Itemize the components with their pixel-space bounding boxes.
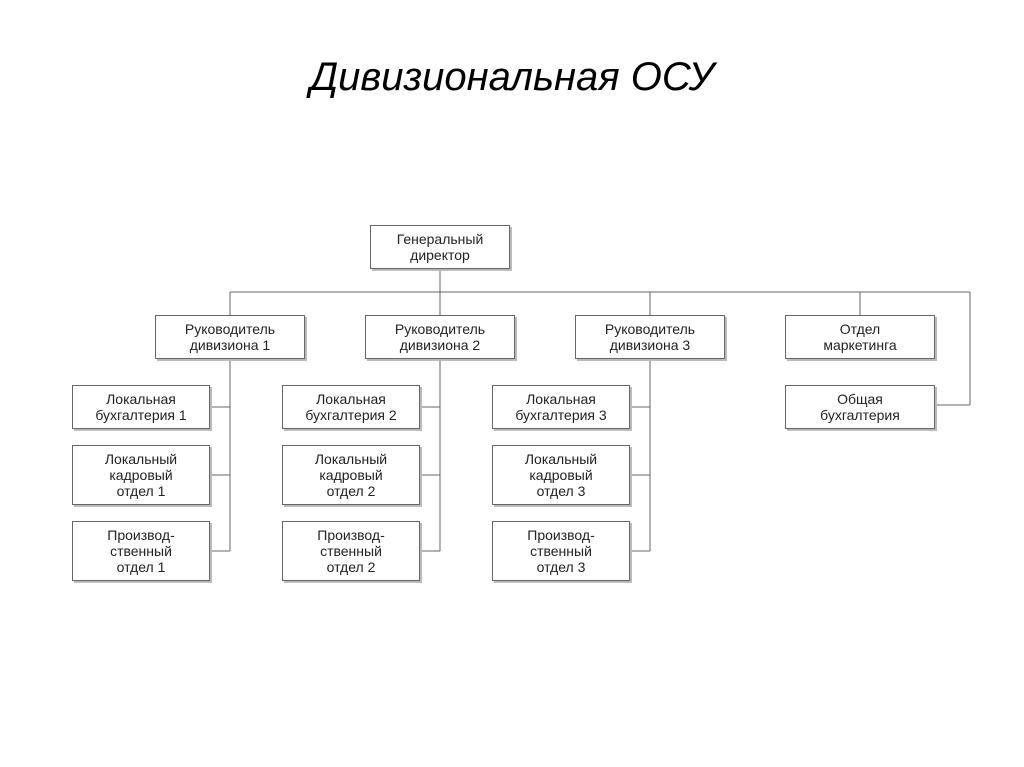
node-d3b: Локальныйкадровыйотдел 3 [492, 445, 630, 505]
node-d2c-label: Производ-ственныйотдел 2 [317, 527, 384, 575]
node-d1c: Производ-ственныйотдел 1 [72, 521, 210, 581]
org-chart-lines [0, 0, 1024, 767]
node-d1b: Локальныйкадровыйотдел 1 [72, 445, 210, 505]
node-div3: Руководительдивизиона 3 [575, 315, 725, 359]
node-div1: Руководительдивизиона 1 [155, 315, 305, 359]
node-div2: Руководительдивизиона 2 [365, 315, 515, 359]
node-d2b-label: Локальныйкадровыйотдел 2 [315, 451, 387, 499]
node-d3a: Локальнаябухгалтерия 3 [492, 385, 630, 429]
node-div3-label: Руководительдивизиона 3 [605, 321, 695, 353]
node-div2-label: Руководительдивизиона 2 [395, 321, 485, 353]
node-marketing: Отделмаркетинга [785, 315, 935, 359]
node-d3c-label: Производ-ственныйотдел 3 [527, 527, 594, 575]
node-d1a: Локальнаябухгалтерия 1 [72, 385, 210, 429]
node-d3b-label: Локальныйкадровыйотдел 3 [525, 451, 597, 499]
node-d2a-label: Локальнаябухгалтерия 2 [305, 391, 396, 423]
node-marketing-label: Отделмаркетинга [823, 321, 896, 353]
node-d3a-label: Локальнаябухгалтерия 3 [515, 391, 606, 423]
page: Дивизиональная ОСУ Генеральныйдиректор Р… [0, 0, 1024, 767]
node-d1b-label: Локальныйкадровыйотдел 1 [105, 451, 177, 499]
node-d3c: Производ-ственныйотдел 3 [492, 521, 630, 581]
node-accounting-label: Общаябухгалтерия [820, 391, 900, 423]
node-div1-label: Руководительдивизиона 1 [185, 321, 275, 353]
node-d1c-label: Производ-ственныйотдел 1 [107, 527, 174, 575]
node-d1a-label: Локальнаябухгалтерия 1 [95, 391, 186, 423]
node-accounting: Общаябухгалтерия [785, 385, 935, 429]
node-d2a: Локальнаябухгалтерия 2 [282, 385, 420, 429]
node-d2b: Локальныйкадровыйотдел 2 [282, 445, 420, 505]
node-root-label: Генеральныйдиректор [397, 231, 484, 263]
node-root: Генеральныйдиректор [370, 225, 510, 269]
node-d2c: Производ-ственныйотдел 2 [282, 521, 420, 581]
